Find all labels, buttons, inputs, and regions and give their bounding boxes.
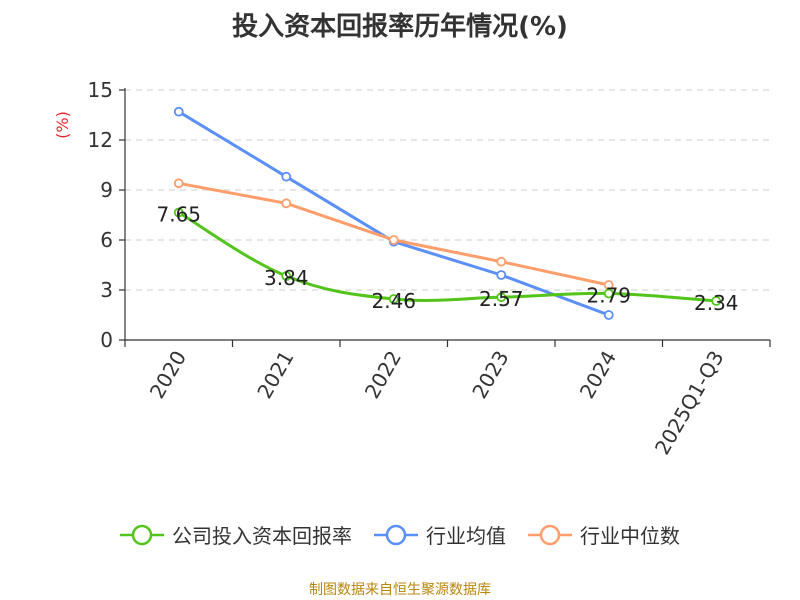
data-label-2021: 3.84 (264, 266, 309, 290)
data-label-2023: 2.57 (479, 287, 524, 311)
line-chart: 0 3 6 9 12 15 2020 2021 2022 2023 2024 2025Q1-Q3 (%… (53, 78, 771, 459)
y-tick-label-9: 9 (100, 178, 113, 202)
legend-item-company[interactable]: 公司投入资本回报率 (120, 520, 352, 549)
y-tick-label-0: 0 (100, 328, 113, 352)
data-label-2025Q1-Q3: 2.34 (694, 291, 739, 315)
series-line-company (177, 211, 717, 303)
point-company-2023 (496, 292, 507, 303)
series-line-industry-median (178, 181, 610, 287)
x-tick-label-2024: 2024 (575, 347, 621, 403)
axes: 0 3 6 9 12 15 2020 2021 2022 2023 2024 2025Q1-Q3 (88, 78, 771, 459)
y-tick-label-6: 6 (100, 228, 113, 252)
legend-line-circle-icon-company (120, 524, 164, 545)
point-company-2025Q1-Q3 (711, 296, 722, 306)
chart-title: 投入资本回报率历年情况(%) (232, 12, 568, 42)
x-tick-label-2023: 2023 (467, 347, 513, 403)
point-industry-median-2021 (281, 198, 292, 209)
data-labels: 7.65 3.84 2.46 2.57 2.79 2.34 (156, 203, 738, 316)
source-note: 制图数据来自恒生聚源数据库 (309, 582, 491, 598)
series-lines (173, 106, 722, 320)
legend-line-circle-icon-industry-average (374, 524, 418, 545)
point-industry-average-2024 (603, 310, 614, 320)
point-industry-average-2023 (496, 270, 507, 280)
x-tick-label-2020: 2020 (145, 347, 191, 403)
y-tick-label-15: 15 (88, 78, 113, 102)
point-company-2022 (388, 294, 399, 304)
grid-lines (125, 89, 770, 291)
legend-label-industry-median: 行业中位数 (580, 524, 680, 548)
point-company-2021 (281, 271, 292, 281)
y-axis-unit-label: (%) (53, 111, 72, 139)
legend-line-circle-icon-industry-median (528, 524, 572, 545)
data-label-2020: 7.65 (156, 203, 201, 227)
legend-label-industry-average: 行业均值 (426, 524, 506, 548)
point-company-2020 (173, 207, 184, 218)
legend-item-industry-median[interactable]: 行业中位数 (528, 520, 680, 549)
point-industry-median-2020 (173, 178, 184, 189)
legend-item-industry-average[interactable]: 行业均值 (374, 520, 506, 549)
series-line-industry-average (177, 110, 610, 317)
x-tick-label-2022: 2022 (360, 347, 406, 403)
data-label-2024: 2.79 (586, 284, 631, 308)
data-label-2022: 2.46 (371, 289, 416, 313)
point-industry-average-2020 (173, 106, 184, 117)
point-industry-average-2021 (281, 171, 292, 182)
y-tick-label-3: 3 (100, 278, 113, 302)
point-industry-median-2023 (496, 256, 507, 267)
point-industry-median-2022 (388, 235, 399, 245)
point-company-2024 (603, 288, 614, 299)
legend-label-company: 公司投入资本回报率 (172, 524, 352, 548)
legend: 公司投入资本回报率 行业均值 行业中位数 (0, 520, 800, 549)
y-tick-label-12: 12 (88, 128, 113, 152)
x-tick-label-2025Q1-Q3: 2025Q1-Q3 (650, 347, 729, 459)
x-tick-label-2021: 2021 (252, 347, 298, 403)
